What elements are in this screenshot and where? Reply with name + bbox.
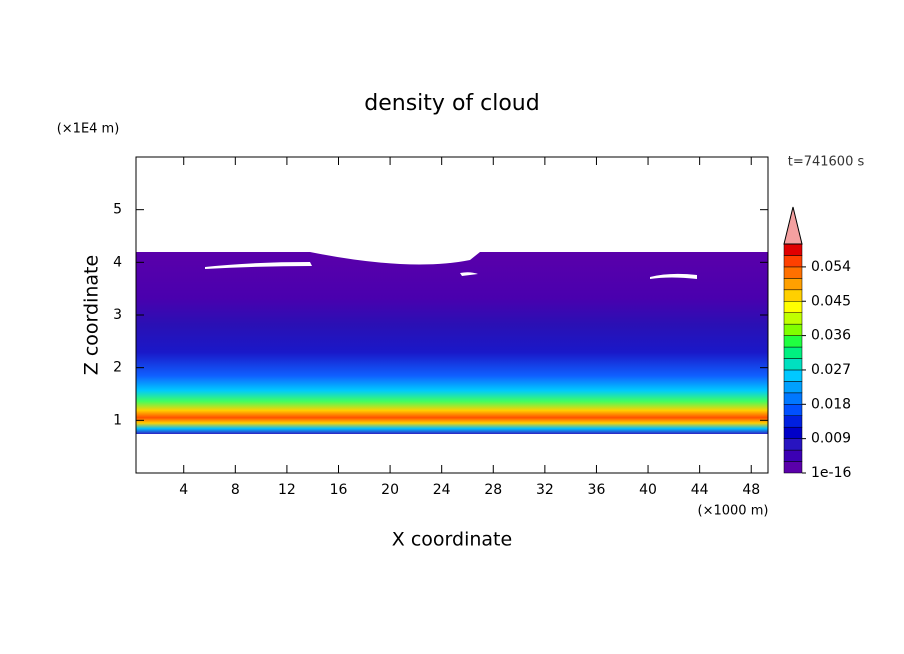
- y-tick-label: 4: [113, 254, 122, 270]
- colorbar-band: [783, 426, 803, 439]
- time-annotation: t=741600 s: [788, 155, 865, 170]
- colorbar-tick-label: 0.027: [811, 362, 851, 378]
- colorbar-band: [783, 323, 803, 336]
- colorbar-band: [783, 312, 803, 325]
- colorbar-tick-label: 1e-16: [811, 465, 851, 481]
- x-tick-label: 8: [231, 482, 240, 498]
- colorbar-band: [783, 461, 803, 474]
- colorbar-band: [783, 392, 803, 405]
- colorbar-band: [783, 278, 803, 291]
- colorbar-band: [783, 301, 803, 313]
- colorbar-band: [783, 255, 803, 268]
- x-tick-label: 12: [278, 482, 296, 498]
- colorbar-band: [783, 438, 803, 451]
- colorbar-tick-label: 0.009: [811, 431, 851, 447]
- x-tick-label: 48: [742, 482, 760, 498]
- y-unit: (×1E4 m): [57, 122, 120, 137]
- colorbar-tick-label: 0.036: [811, 328, 851, 344]
- colorbar-band: [783, 415, 803, 428]
- x-unit: (×1000 m): [698, 504, 769, 519]
- colorbar-tick-label: 0.018: [811, 396, 851, 412]
- x-tick-label: 32: [536, 482, 554, 498]
- colorbar-band: [783, 289, 803, 302]
- colorbar-band: [783, 358, 803, 371]
- x-tick-label: 44: [691, 482, 709, 498]
- x-tick-label: 24: [433, 482, 451, 498]
- x-tick-label: 28: [484, 482, 502, 498]
- colorbar-extend: [783, 206, 803, 245]
- colorbar-band: [783, 404, 803, 416]
- colorbar-band: [783, 266, 803, 279]
- colorbar-band: [783, 369, 803, 382]
- chart-title: density of cloud: [364, 91, 539, 116]
- x-tick-label: 36: [588, 482, 606, 498]
- colorbar-band: [783, 346, 803, 359]
- colorbar-tick-label: 0.045: [811, 293, 851, 309]
- y-tick-label: 1: [113, 412, 122, 428]
- cloud-field: [136, 252, 768, 434]
- x-tick-label: 20: [381, 482, 399, 498]
- colorbar-band: [783, 335, 803, 348]
- y-tick-label: 3: [113, 307, 122, 323]
- colorbar-tick-label: 0.054: [811, 259, 851, 275]
- x-tick-label: 40: [639, 482, 657, 498]
- x-tick-label: 16: [330, 482, 348, 498]
- colorbar-band: [783, 449, 803, 462]
- y-tick-label: 2: [113, 360, 122, 376]
- x-axis-label: X coordinate: [392, 529, 512, 551]
- x-tick-label: 4: [179, 482, 188, 498]
- y-axis-label: Z coordinate: [81, 255, 103, 375]
- colorbar-band: [783, 243, 803, 256]
- y-tick-label: 5: [113, 202, 122, 218]
- colorbar-band: [783, 381, 803, 394]
